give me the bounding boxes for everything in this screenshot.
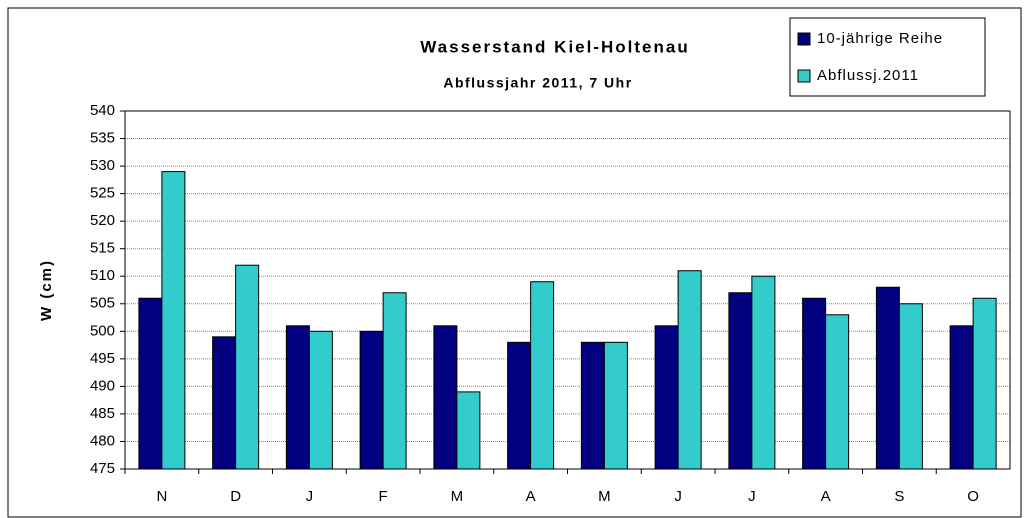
bar <box>285 325 310 470</box>
x-tick-label: M <box>598 488 611 505</box>
y-tick-label: 530 <box>90 157 115 174</box>
x-tick-label: D <box>230 488 241 505</box>
bar <box>751 275 776 470</box>
bar <box>212 336 237 470</box>
legend-box <box>789 17 986 97</box>
bar <box>654 325 679 470</box>
bar <box>161 171 186 470</box>
legend-swatch <box>797 32 811 46</box>
bar <box>507 341 532 470</box>
chart-subtitle: Abflussjahr 2011, 7 Uhr <box>443 75 632 91</box>
x-tick-label: A <box>821 488 831 505</box>
bar <box>308 330 333 470</box>
y-tick-label: 505 <box>90 295 115 312</box>
x-tick-label: O <box>967 488 979 505</box>
x-tick-label: M <box>451 488 464 505</box>
y-tick-label: 485 <box>90 405 115 422</box>
x-tick-label: N <box>156 488 167 505</box>
y-tick-label: 500 <box>90 322 115 339</box>
bar <box>972 297 997 470</box>
y-tick-label: 535 <box>90 130 115 147</box>
bar <box>728 292 753 470</box>
chart-title: Wasserstand Kiel-Holtenau <box>420 37 689 56</box>
bar <box>359 330 384 470</box>
bar <box>898 303 923 470</box>
bar <box>949 325 974 470</box>
bar <box>456 391 481 470</box>
bar <box>382 292 407 470</box>
y-axis-label: W (cm) <box>38 259 55 321</box>
bar <box>825 314 850 470</box>
y-tick-label: 525 <box>90 185 115 202</box>
legend-label: 10-jährige Reihe <box>817 30 943 47</box>
x-tick-label: J <box>674 488 682 505</box>
legend-swatch <box>797 69 811 83</box>
legend-label: Abflussj.2011 <box>817 67 919 84</box>
y-tick-label: 515 <box>90 240 115 257</box>
y-tick-label: 510 <box>90 267 115 284</box>
y-tick-label: 520 <box>90 212 115 229</box>
y-tick-label: 480 <box>90 432 115 449</box>
x-tick-label: A <box>526 488 536 505</box>
bar <box>235 264 260 470</box>
x-tick-label: J <box>306 488 314 505</box>
x-tick-label: J <box>748 488 756 505</box>
bar <box>580 341 605 470</box>
bar <box>433 325 458 470</box>
bar <box>138 297 163 470</box>
y-tick-label: 490 <box>90 377 115 394</box>
y-tick-label: 495 <box>90 350 115 367</box>
bar <box>802 297 827 470</box>
y-tick-label: 475 <box>90 460 115 477</box>
bar <box>875 286 900 470</box>
bar <box>530 281 555 470</box>
x-tick-label: S <box>894 488 904 505</box>
bar <box>677 270 702 470</box>
y-tick-label: 540 <box>90 102 115 119</box>
x-tick-label: F <box>379 488 388 505</box>
bar <box>603 341 628 470</box>
